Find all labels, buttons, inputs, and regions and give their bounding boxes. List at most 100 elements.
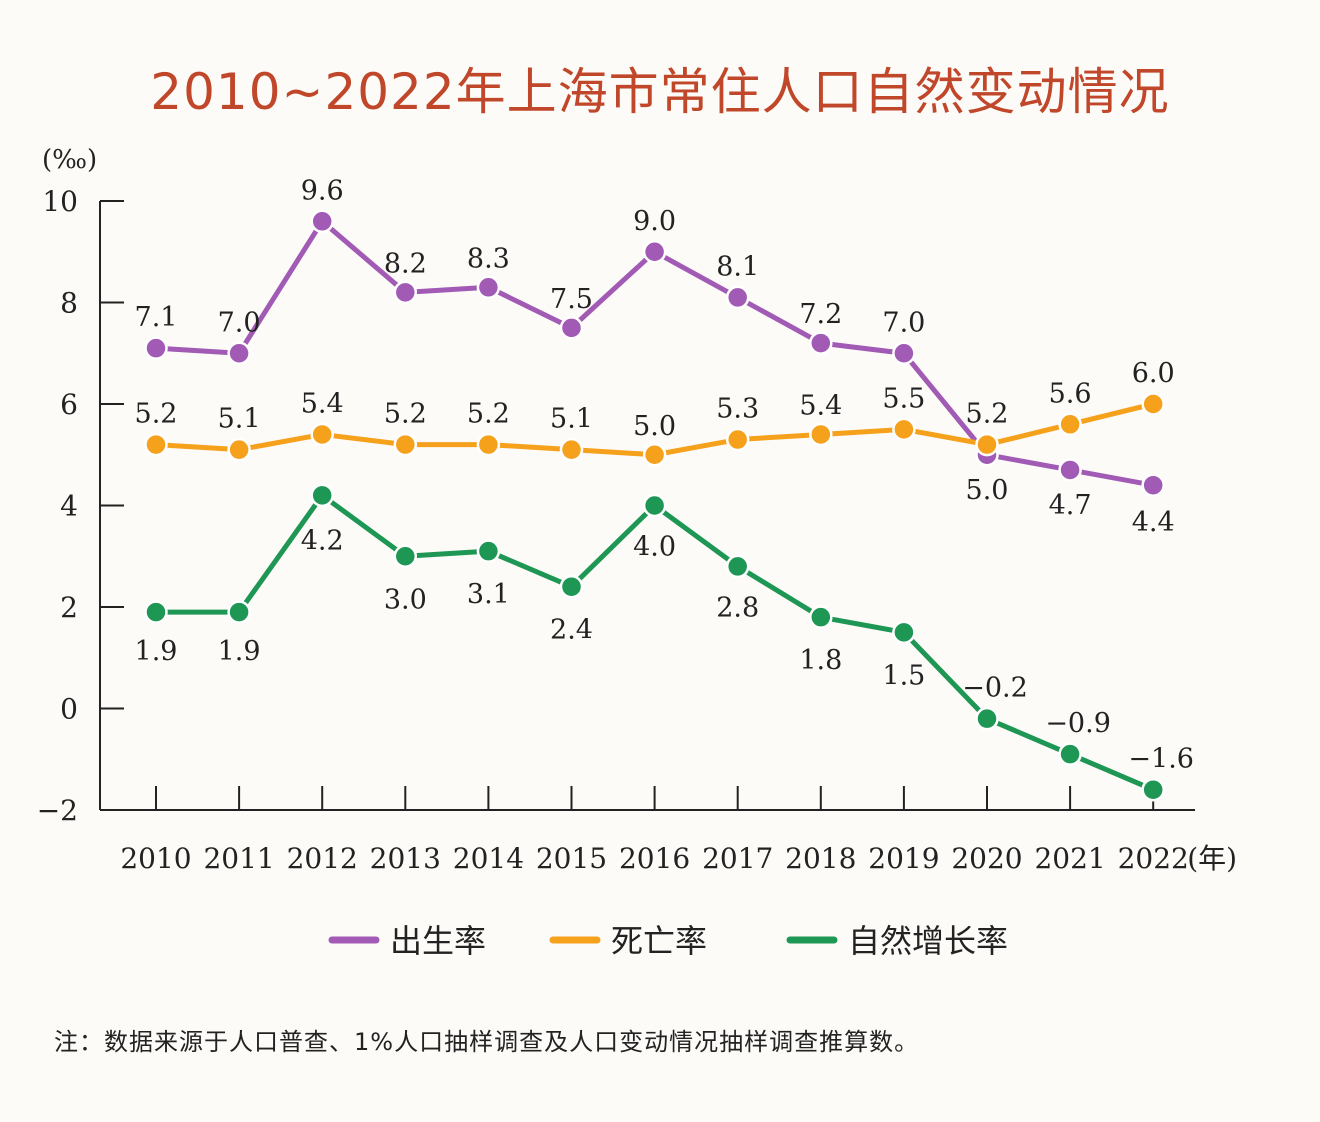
data-label: 4.4: [1132, 507, 1175, 538]
y-tick-label: 10: [42, 185, 78, 218]
data-label: 5.4: [301, 388, 344, 419]
data-point: [1141, 777, 1165, 802]
data-point: [310, 483, 334, 508]
data-label: 6.0: [1132, 358, 1175, 389]
data-point: [725, 427, 750, 452]
data-label: 4.2: [301, 525, 344, 556]
data-label: 1.9: [218, 636, 261, 667]
x-tick-label: 2013: [370, 842, 441, 875]
chart-legend: 出生率 死亡率 自然增长率: [328, 922, 1008, 960]
data-label: 4.7: [1049, 490, 1092, 521]
data-point: [144, 336, 168, 360]
data-label: 9.0: [633, 206, 676, 237]
data-point: [809, 605, 833, 629]
chart-axes: 10 8 6 4 2 0 −2 (‰) 2010 2011 2012 2013 2014 2015 2016…: [37, 145, 1237, 875]
x-tick-label: 2018: [785, 842, 856, 875]
data-label: 5.2: [384, 399, 427, 430]
data-point: [559, 316, 584, 340]
data-label: 5.5: [882, 383, 925, 414]
chart-title: 2010~2022年上海市常住人口自然变动情况: [150, 63, 1170, 121]
legend-label: 死亡率: [611, 922, 707, 960]
data-point: [642, 493, 667, 518]
data-label: 5.6: [1049, 378, 1092, 409]
data-label: 2.8: [716, 592, 759, 623]
data-label: 8.2: [384, 248, 427, 279]
data-point: [1058, 412, 1082, 437]
x-tick-label: 2012: [287, 842, 358, 875]
data-point: [975, 706, 999, 731]
data-point: [725, 285, 750, 310]
data-point: [476, 539, 501, 563]
data-label: −1.6: [1128, 744, 1194, 775]
data-label: 5.4: [799, 390, 842, 421]
x-tick-label: 2014: [453, 842, 524, 875]
data-point: [1141, 392, 1165, 416]
data-label: 5.2: [966, 399, 1009, 430]
data-label: 5.2: [135, 399, 178, 430]
x-tick-label: 2021: [1034, 842, 1105, 875]
data-label: 7.5: [550, 284, 593, 315]
data-point: [393, 432, 418, 457]
data-point: [725, 554, 750, 579]
data-point: [809, 331, 833, 355]
y-tick-label: 2: [60, 591, 78, 624]
legend-label: 出生率: [390, 922, 486, 960]
data-label: 5.1: [550, 404, 593, 435]
x-tick-label: 2010: [120, 842, 191, 875]
y-tick-label: 8: [60, 287, 78, 320]
y-tick-label: 4: [60, 490, 78, 523]
data-label: 7.0: [218, 307, 261, 338]
x-tick-label: 2011: [203, 842, 274, 875]
data-point: [892, 341, 916, 365]
data-point: [310, 422, 334, 447]
data-point: [642, 240, 667, 264]
x-tick-label: 2015: [536, 842, 607, 875]
data-point: [559, 437, 584, 462]
y-tick-label: 0: [60, 693, 78, 726]
x-unit-label: (年): [1187, 842, 1237, 875]
data-label: 5.0: [633, 411, 676, 442]
x-tick-label: 2016: [619, 842, 690, 875]
data-label: 5.1: [218, 404, 261, 435]
x-tick-label: 2017: [702, 842, 773, 875]
data-point: [559, 574, 584, 599]
y-tick-label: 6: [60, 388, 78, 421]
data-label: 4.0: [633, 532, 676, 563]
data-point: [1141, 473, 1165, 497]
data-label: 7.2: [799, 299, 842, 330]
data-label: 8.1: [716, 251, 759, 282]
data-label: 7.0: [882, 307, 925, 338]
data-label: 5.2: [467, 399, 510, 430]
data-label: 1.8: [799, 645, 842, 676]
x-tick-label: 2022: [1118, 842, 1189, 875]
data-label: −0.9: [1045, 708, 1111, 739]
data-point: [892, 417, 916, 442]
data-point: [642, 443, 667, 467]
data-label: 1.9: [135, 636, 178, 667]
data-point: [310, 209, 334, 234]
data-point: [144, 432, 168, 457]
data-point: [393, 544, 418, 568]
data-point: [1058, 742, 1082, 766]
data-point: [476, 275, 501, 300]
y-unit-label: (‰): [42, 145, 97, 175]
data-label: 5.3: [716, 394, 759, 425]
data-point: [892, 620, 916, 645]
data-label: 2.4: [550, 615, 593, 646]
data-point: [1058, 458, 1082, 482]
legend-label: 自然增长率: [848, 922, 1008, 960]
data-label: 3.0: [384, 584, 427, 615]
data-label: 7.1: [135, 302, 178, 333]
data-point: [393, 280, 418, 305]
data-label: 1.5: [882, 660, 925, 691]
data-label: 9.6: [301, 175, 344, 206]
data-label: −0.2: [962, 673, 1028, 704]
data-point: [227, 600, 251, 624]
data-point: [227, 341, 251, 365]
data-point: [476, 432, 501, 457]
chart-series-lines: [144, 209, 1165, 802]
data-point: [809, 422, 833, 447]
data-label: 8.3: [467, 243, 510, 274]
data-label: 3.1: [467, 579, 510, 610]
